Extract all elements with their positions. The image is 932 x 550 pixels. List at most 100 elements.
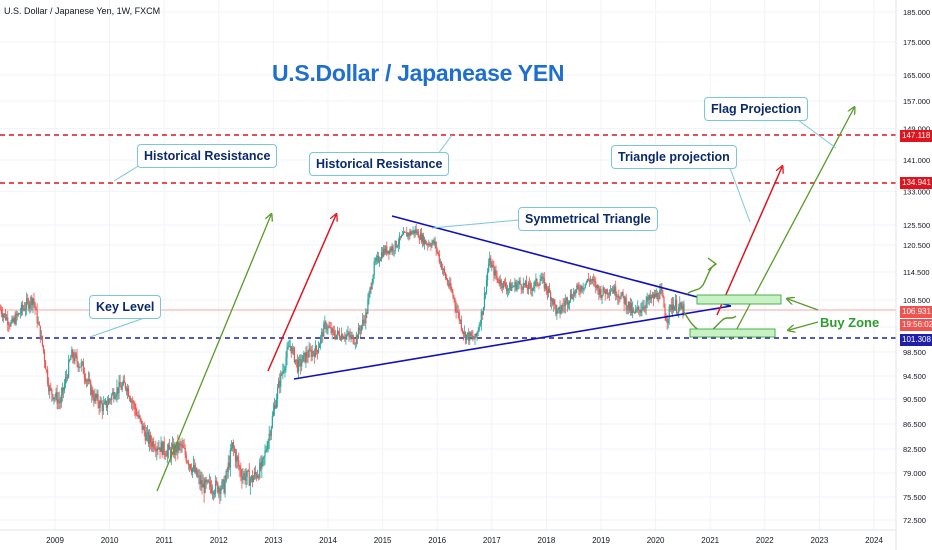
candle-body xyxy=(184,448,186,455)
candle-body xyxy=(292,347,294,349)
candle-body xyxy=(121,384,123,390)
candle-body xyxy=(369,287,371,293)
candle-body xyxy=(248,470,250,486)
candle-body xyxy=(661,288,663,294)
price-tag-countdown: 19:56:02 xyxy=(900,319,932,331)
candle-body xyxy=(105,400,108,408)
candle-body xyxy=(286,348,288,358)
candle-body xyxy=(186,461,188,463)
candle-body xyxy=(424,239,426,245)
candle-body xyxy=(384,248,386,254)
candle-body xyxy=(143,425,145,432)
candle-body xyxy=(92,389,94,398)
callout-flag-projection[interactable]: Flag Projection xyxy=(704,97,809,121)
candle-body xyxy=(244,473,246,481)
candle-body xyxy=(526,287,529,290)
candle-body xyxy=(209,481,211,488)
candle-body xyxy=(264,450,266,457)
candle-body xyxy=(472,335,474,339)
candle-body xyxy=(167,445,169,451)
candle-body xyxy=(391,246,393,251)
candle-body xyxy=(574,291,576,294)
candle-body xyxy=(506,289,509,291)
callout-historical-resistance-2[interactable]: Historical Resistance xyxy=(309,152,450,176)
candle-body xyxy=(120,386,122,390)
candle-body xyxy=(181,444,183,446)
candle-body xyxy=(183,447,185,449)
callout-historical-resistance-1[interactable]: Historical Resistance xyxy=(137,144,278,168)
candle-body xyxy=(72,349,74,359)
scenario-up-arrowhead xyxy=(707,257,718,271)
candle-body xyxy=(629,303,631,311)
candle-body xyxy=(510,283,512,291)
candle-body xyxy=(34,302,36,310)
candle-body xyxy=(447,279,449,284)
candle-body xyxy=(538,284,540,286)
candle-body xyxy=(208,481,210,483)
candle-body xyxy=(537,284,539,286)
callout-triangle-projection[interactable]: Triangle projection xyxy=(611,145,737,169)
callout-symmetrical-triangle[interactable]: Symmetrical Triangle xyxy=(518,207,658,231)
candle-body xyxy=(395,241,397,247)
candle-body xyxy=(540,279,542,281)
candle-body xyxy=(242,475,244,480)
candle-body xyxy=(311,351,313,357)
callout-connector xyxy=(89,315,151,338)
candle-body xyxy=(569,293,572,301)
candle-body xyxy=(525,281,528,288)
candle-body xyxy=(607,293,609,295)
candle-body xyxy=(483,293,486,308)
candle-body xyxy=(349,335,351,338)
candle-body xyxy=(1,313,4,318)
candle-body xyxy=(170,447,173,458)
candle-body xyxy=(603,287,605,293)
candle-body xyxy=(64,377,67,385)
candle-body xyxy=(20,304,22,314)
callout-key-level[interactable]: Key Level xyxy=(89,295,162,319)
candle-body xyxy=(575,289,577,294)
time-tick-label: 2013 xyxy=(265,536,283,545)
candle-body xyxy=(217,482,219,493)
candle-body xyxy=(615,286,617,297)
candle-body xyxy=(657,293,659,299)
candle-body xyxy=(439,261,441,263)
candle-body xyxy=(656,293,658,297)
candle-body xyxy=(314,345,316,357)
price-tick-label: 125.500 xyxy=(903,221,930,230)
candle-body xyxy=(97,394,99,404)
candle-body xyxy=(0,309,2,311)
candle-body xyxy=(228,462,230,468)
candle-body xyxy=(650,296,652,299)
candle-body xyxy=(324,321,326,324)
time-tick-label: 2023 xyxy=(811,536,829,545)
candle-body xyxy=(42,345,45,352)
candle-body xyxy=(138,415,140,418)
candle-body xyxy=(252,477,255,482)
candle-body xyxy=(651,294,654,297)
candle-body xyxy=(36,309,38,323)
candle-body xyxy=(446,278,448,280)
candle-body xyxy=(477,330,479,333)
candle-body xyxy=(456,311,458,313)
candle-body xyxy=(174,445,176,455)
candle-body xyxy=(94,394,96,402)
candle-body xyxy=(434,242,436,244)
candle-body xyxy=(601,294,603,299)
candle-body xyxy=(260,462,262,469)
candle-body xyxy=(172,444,174,448)
candle-body xyxy=(668,306,670,319)
candle-body xyxy=(366,312,368,314)
candle-body xyxy=(139,415,141,419)
candle-body xyxy=(329,327,331,329)
candle-body xyxy=(593,278,595,281)
candle-body xyxy=(65,376,68,378)
candle-body xyxy=(644,307,646,309)
candle-body xyxy=(48,383,50,392)
candle-body xyxy=(257,475,259,478)
buy-zone-pointer-upper xyxy=(788,299,819,311)
time-tick-label: 2014 xyxy=(319,536,337,545)
candle-body xyxy=(516,284,518,290)
candle-body xyxy=(561,305,563,311)
candle-body xyxy=(235,451,237,462)
